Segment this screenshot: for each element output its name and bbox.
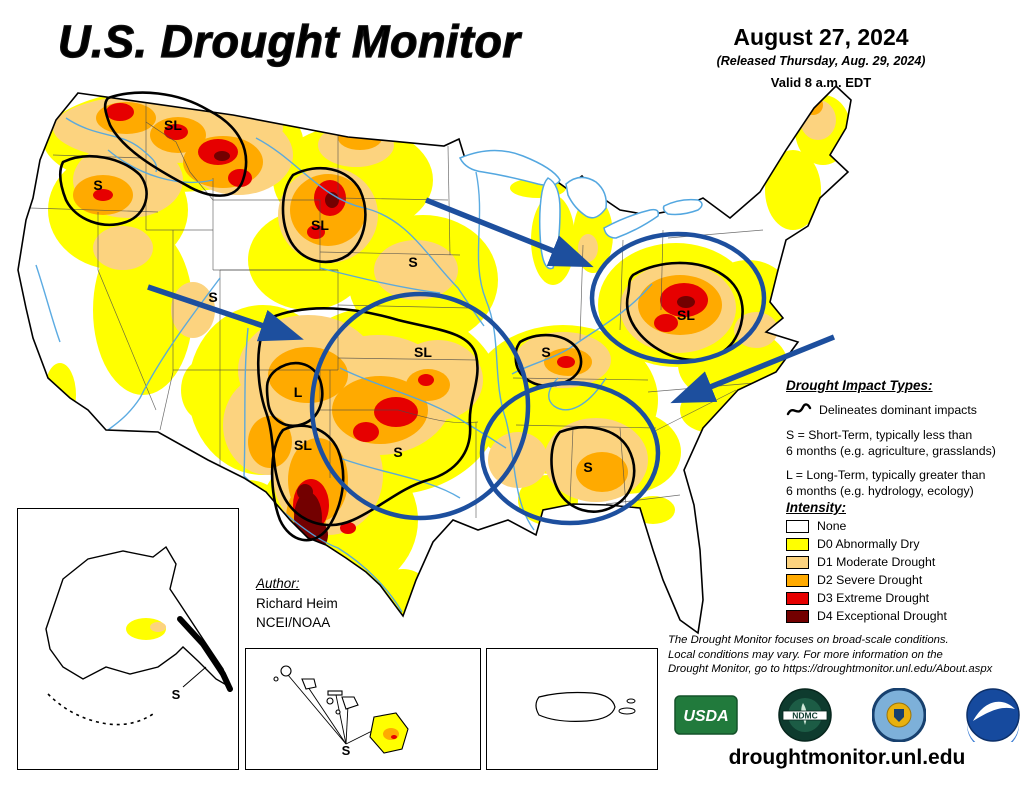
swatch-d0 (786, 537, 809, 551)
label-kansas: SL (414, 344, 432, 360)
drought-layers (29, 88, 851, 621)
legend-row-d0: D0 Abnormally Dry (786, 537, 1022, 551)
big-island-d2-area (383, 728, 399, 740)
delineation-row: Delineates dominant impacts (786, 401, 1022, 419)
legend-label-d0: D0 Abnormally Dry (817, 537, 920, 551)
valid-time: Valid 8 a.m. EDT (770, 75, 872, 90)
author-org: NCEI/NOAA (256, 615, 331, 631)
swatch-d1 (786, 555, 809, 569)
author-block: Author: Richard Heim NCEI/NOAA (256, 574, 338, 633)
label-central-texas: S (393, 444, 402, 460)
annotation-circles (309, 231, 767, 526)
arrow-to-ohio-valley (424, 197, 594, 268)
delineation-squiggle-icon (786, 403, 812, 416)
island-kauai (280, 665, 292, 677)
island-molokai (327, 690, 343, 696)
swatch-d2 (786, 573, 809, 587)
alaska-label-pointer (182, 666, 207, 688)
author-name: Richard Heim (256, 595, 338, 611)
puerto-rico-map (535, 691, 636, 722)
label-northwest: SL (164, 117, 182, 133)
label-mississippi: S (583, 459, 592, 475)
legend-label-d1: D1 Moderate Drought (817, 555, 936, 569)
long-term-definition: L = Long-Term, typically greater than 6 … (786, 468, 986, 499)
short-term-definition: S = Short-Term, typically less than 6 mo… (786, 428, 996, 458)
aleutian-islands (47, 693, 154, 726)
legend-label-none: None (817, 519, 847, 533)
alaska-panhandle (177, 616, 233, 692)
release-date: (Released Thursday, Aug. 29, 2024) (716, 54, 926, 68)
alaska-inset: S (17, 508, 239, 770)
island-kahoolawe (335, 709, 341, 715)
map-date: August 27, 2024 (733, 24, 909, 50)
label-new-mexico: L (294, 384, 303, 400)
alaska-map: S (45, 545, 233, 726)
label-tennessee: S (541, 344, 550, 360)
legend-row-d2: D2 Severe Drought (786, 573, 1022, 587)
legend-row-d4: D4 Exceptional Drought (786, 609, 1022, 623)
hawaii-pointer-kauai (287, 674, 347, 745)
label-ohio-valley: SL (677, 307, 695, 323)
commerce-logo (872, 688, 926, 742)
label-nevada-utah: S (208, 289, 217, 305)
puerto-rico-outline (535, 691, 616, 722)
island-niihau (273, 676, 279, 682)
legend-row-d1: D1 Moderate Drought (786, 555, 1022, 569)
legend-label-d3: D3 Extreme Drought (817, 591, 930, 605)
noaa-logo (966, 688, 1020, 742)
puerto-rico-inset (486, 648, 658, 770)
intensity-panel: Intensity: None D0 Abnormally Dry D1 Mod… (786, 500, 1022, 623)
label-nebraska: S (408, 254, 417, 270)
island-lanai (326, 697, 334, 705)
swatch-d4 (786, 609, 809, 623)
date-block: August 27, 2024 (Released Thursday, Aug.… (688, 24, 954, 90)
island-maui (341, 696, 359, 710)
label-wyoming: SL (311, 217, 329, 233)
island-vieques (618, 707, 636, 715)
swatch-none (786, 519, 809, 533)
legend-row-none: None (786, 519, 1022, 533)
impact-types-panel: Drought Impact Types: Delineates dominan… (786, 378, 1022, 500)
circle-ohio-valley (589, 231, 767, 365)
ndmc-logo: NDMC (778, 688, 832, 742)
map-impact-labels: SL S S SL S SL L SL S SL S S (93, 117, 695, 475)
island-oahu (301, 678, 317, 690)
label-west-texas: SL (294, 437, 312, 453)
page-title: U.S. Drought Monitor (57, 15, 521, 67)
hawaii-pointer-oahu (307, 686, 347, 745)
conus-drought-map: SL S S SL S SL L SL S SL S S (17, 85, 852, 634)
legend-label-d2: D2 Severe Drought (817, 573, 923, 587)
swatch-d3 (786, 591, 809, 605)
website-link[interactable]: droughtmonitor.unl.edu (728, 746, 966, 769)
impact-types-heading: Drought Impact Types: (786, 378, 933, 393)
intensity-heading: Intensity: (786, 500, 847, 515)
label-alaska: S (172, 687, 181, 702)
big-island-d3-area (391, 735, 397, 739)
usda-logo: USDA (674, 695, 738, 735)
alaska-outline (45, 545, 232, 689)
circle-mid-south (479, 380, 661, 526)
annotation-arrows (147, 197, 836, 404)
arrow-from-east (670, 334, 836, 404)
disclaimer-text: The Drought Monitor focuses on broad-sca… (668, 634, 993, 676)
circle-southern-plains (309, 291, 531, 521)
arrow-to-southern-plains (147, 284, 304, 342)
label-oregon: S (93, 177, 102, 193)
agency-logos: USDA NDMC (674, 688, 1020, 742)
island-culebra (626, 698, 636, 704)
delineation-text: Delineates dominant impacts (819, 403, 977, 417)
author-label: Author: (256, 576, 300, 591)
svg-text:NDMC: NDMC (792, 711, 818, 721)
svg-text:USDA: USDA (683, 708, 728, 725)
label-hawaii: S (342, 743, 351, 758)
legend-row-d3: D3 Extreme Drought (786, 591, 1022, 605)
alaska-d1-area (150, 622, 166, 632)
hawaii-map: S (273, 665, 409, 758)
hawaii-pointer-maui (345, 704, 349, 745)
legend-label-d4: D4 Exceptional Drought (817, 609, 947, 623)
hawaii-pointer-molokai (335, 694, 347, 745)
hawaii-inset: S (245, 648, 481, 770)
